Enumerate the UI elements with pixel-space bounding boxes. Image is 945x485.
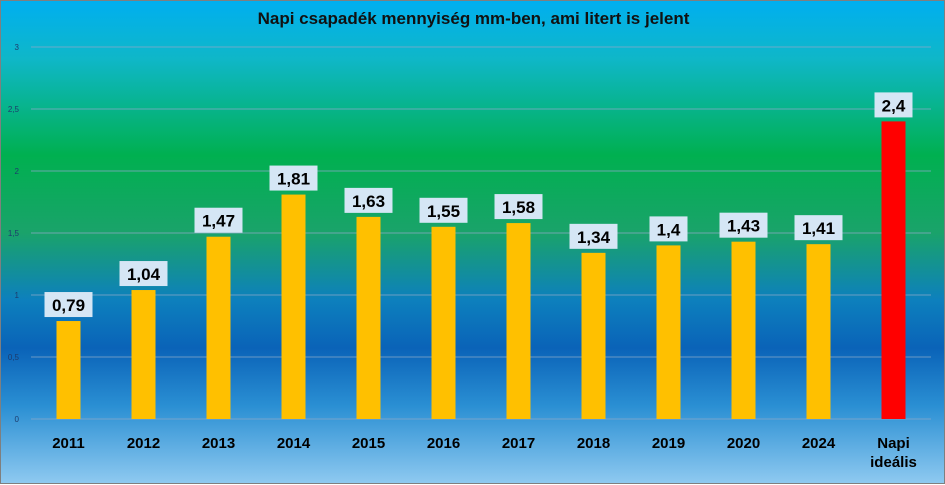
y-tick-label: 2 [15,167,20,176]
x-tick-label: ideális [870,454,917,471]
data-label-box [569,223,618,249]
x-tick-label: 2015 [352,435,385,452]
bar [506,223,531,419]
data-label: 1,55 [427,202,460,221]
x-tick-label: 2012 [127,435,160,452]
data-label: 1,63 [352,192,385,211]
x-tick-label: 2020 [727,435,760,452]
data-label-box [269,165,318,191]
bar [806,244,831,419]
bar [431,226,456,419]
data-label-box [344,187,393,213]
data-label-box [794,215,843,241]
data-label: 1,43 [727,217,760,236]
data-label: 1,58 [502,198,535,217]
data-label: 1,34 [577,228,611,247]
data-label: 1,4 [657,220,681,239]
x-tick-label: 2016 [427,435,460,452]
data-label-box [649,216,688,242]
bar [731,241,756,419]
data-label-box [719,212,768,238]
y-tick-label: 2,5 [8,105,20,114]
y-tick-label: 0 [15,415,20,424]
x-tick-label: 2018 [577,435,610,452]
x-tick-label: 2019 [652,435,685,452]
bar [356,216,381,419]
bar [281,194,306,419]
bar [56,321,81,419]
x-tick-label: Napi [877,435,910,452]
y-tick-label: 1 [15,291,20,300]
x-tick-label: 2011 [52,435,85,452]
y-tick-label: 1,5 [8,229,20,238]
data-label: 0,79 [52,296,85,315]
bar [206,236,231,419]
x-tick-label: 2013 [202,435,235,452]
x-tick-label: 2014 [277,435,311,452]
bar [581,252,606,419]
bar [881,121,906,420]
y-tick-label: 3 [15,43,20,52]
data-label-box [194,207,243,233]
data-label-box [419,197,468,223]
data-label-box [874,92,913,118]
bar [656,245,681,419]
data-label: 1,41 [802,219,835,238]
data-label-box [119,261,168,287]
x-tick-label: 2024 [802,435,836,452]
data-label-box [44,292,93,318]
bar [131,290,156,419]
y-tick-label: 0,5 [8,353,20,362]
chart-title: Napi csapadék mennyiség mm-ben, ami lite… [257,9,690,28]
data-label: 1,47 [202,212,235,231]
data-label: 2,4 [882,96,906,115]
data-label: 1,04 [127,265,161,284]
data-label-box [494,194,543,220]
data-label: 1,81 [277,170,310,189]
x-tick-label: 2017 [502,435,535,452]
